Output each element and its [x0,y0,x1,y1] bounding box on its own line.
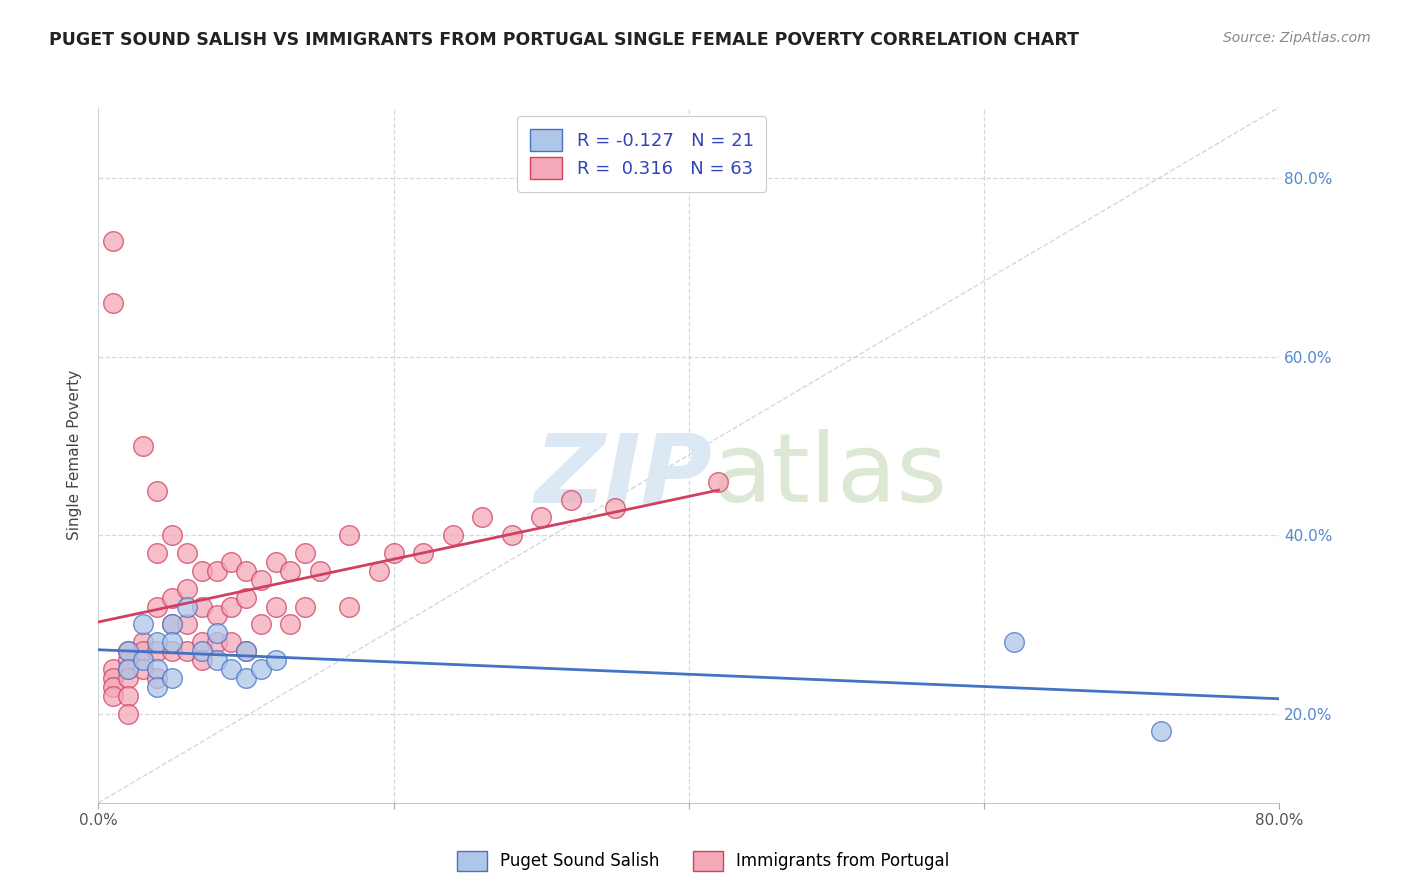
Point [250,662,273,676]
Point [294,546,316,560]
Point [162,591,183,605]
Point [117,671,139,685]
Point [117,644,139,658]
Point [1150,724,1173,739]
Point [501,528,523,542]
Point [191,635,214,649]
Point [278,564,302,578]
Y-axis label: Single Female Poverty: Single Female Poverty [67,370,83,540]
Point [132,662,155,676]
Point [560,492,582,507]
Point [103,662,125,676]
Point [191,599,214,614]
Point [235,671,257,685]
Point [205,635,228,649]
Point [235,591,257,605]
Point [132,617,155,632]
Text: PUGET SOUND SALISH VS IMMIGRANTS FROM PORTUGAL SINGLE FEMALE POVERTY CORRELATION: PUGET SOUND SALISH VS IMMIGRANTS FROM PO… [49,31,1080,49]
Point [146,680,169,694]
Point [176,546,198,560]
Point [530,510,553,524]
Point [103,680,125,694]
Point [176,582,198,596]
Point [117,706,139,721]
Point [162,617,183,632]
Point [191,644,214,658]
Point [235,644,257,658]
Point [339,528,360,542]
Point [103,296,125,310]
Point [441,528,464,542]
Point [117,689,139,703]
Point [264,599,287,614]
Point [132,439,155,453]
Point [103,689,125,703]
Point [146,546,169,560]
Point [205,564,228,578]
Point [250,617,273,632]
Point [205,608,228,623]
Point [264,653,287,667]
Point [278,617,302,632]
Point [309,564,332,578]
Point [219,599,242,614]
Point [382,546,405,560]
Point [294,599,316,614]
Text: ZIP: ZIP [534,429,713,523]
Point [146,671,169,685]
Point [162,644,183,658]
Point [117,644,139,658]
Point [162,617,183,632]
Point [162,671,183,685]
Point [250,573,273,587]
Point [146,635,169,649]
Point [219,555,242,569]
Point [339,599,360,614]
Point [103,234,125,248]
Point [605,501,627,516]
Point [176,599,198,614]
Point [162,528,183,542]
Point [176,644,198,658]
Point [146,644,169,658]
Point [117,662,139,676]
Text: Source: ZipAtlas.com: Source: ZipAtlas.com [1223,31,1371,45]
Point [146,599,169,614]
Point [117,653,139,667]
Point [132,653,155,667]
Point [205,626,228,640]
Point [191,564,214,578]
Point [219,662,242,676]
Point [707,475,730,489]
Point [162,635,183,649]
Point [471,510,494,524]
Point [176,617,198,632]
Point [1002,635,1025,649]
Point [205,653,228,667]
Point [132,644,155,658]
Point [219,635,242,649]
Point [146,483,169,498]
Point [235,564,257,578]
Legend: Puget Sound Salish, Immigrants from Portugal: Puget Sound Salish, Immigrants from Port… [449,842,957,880]
Point [146,662,169,676]
Legend: R = -0.127   N = 21, R =  0.316   N = 63: R = -0.127 N = 21, R = 0.316 N = 63 [517,116,766,192]
Point [264,555,287,569]
Point [368,564,391,578]
Point [412,546,434,560]
Point [117,662,139,676]
Point [235,644,257,658]
Point [191,653,214,667]
Point [132,635,155,649]
Point [103,671,125,685]
Text: atlas: atlas [713,429,948,523]
